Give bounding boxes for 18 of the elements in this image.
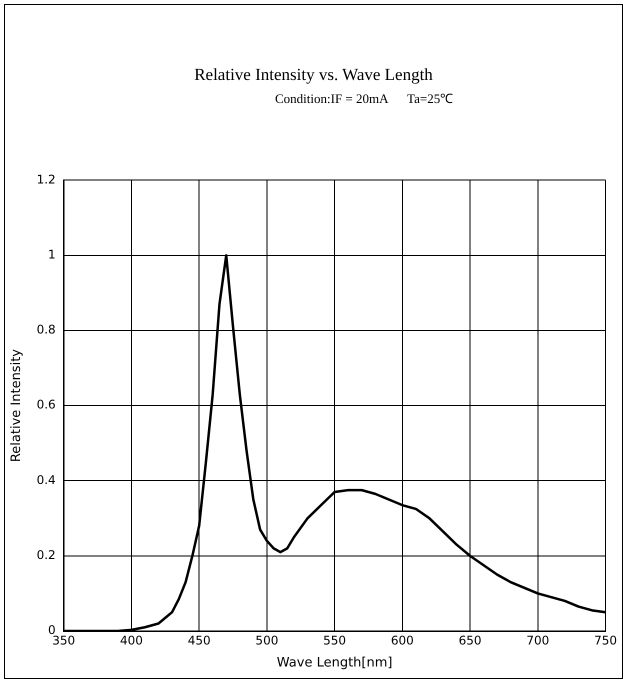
- x-tick-label: 700: [526, 633, 550, 648]
- y-tick-label: 0.2: [36, 548, 56, 562]
- x-tick-label: 400: [120, 633, 143, 648]
- x-axis-title: Wave Length[nm]: [276, 656, 392, 671]
- y-axis-title: Relative Intensity: [9, 348, 24, 462]
- x-tick-label: 650: [458, 633, 482, 648]
- chart-subtitle: Condition:IF = 20mA Ta=25℃: [275, 90, 454, 107]
- y-tick-label: 1: [48, 247, 56, 262]
- x-tick-label: 450: [188, 633, 211, 648]
- chart-title: Relative Intensity vs. Wave Length: [193, 65, 434, 85]
- x-tick-label: 600: [390, 633, 414, 648]
- y-tick-label: 0.6: [36, 398, 56, 412]
- y-tick-label: 0.8: [36, 322, 56, 337]
- x-tick-label: 500: [255, 633, 278, 648]
- x-tick-label: 550: [323, 633, 346, 648]
- y-tick-label: 0.4: [36, 472, 56, 487]
- y-tick-label: 1.2: [36, 172, 56, 186]
- x-tick-label: 750: [594, 633, 617, 648]
